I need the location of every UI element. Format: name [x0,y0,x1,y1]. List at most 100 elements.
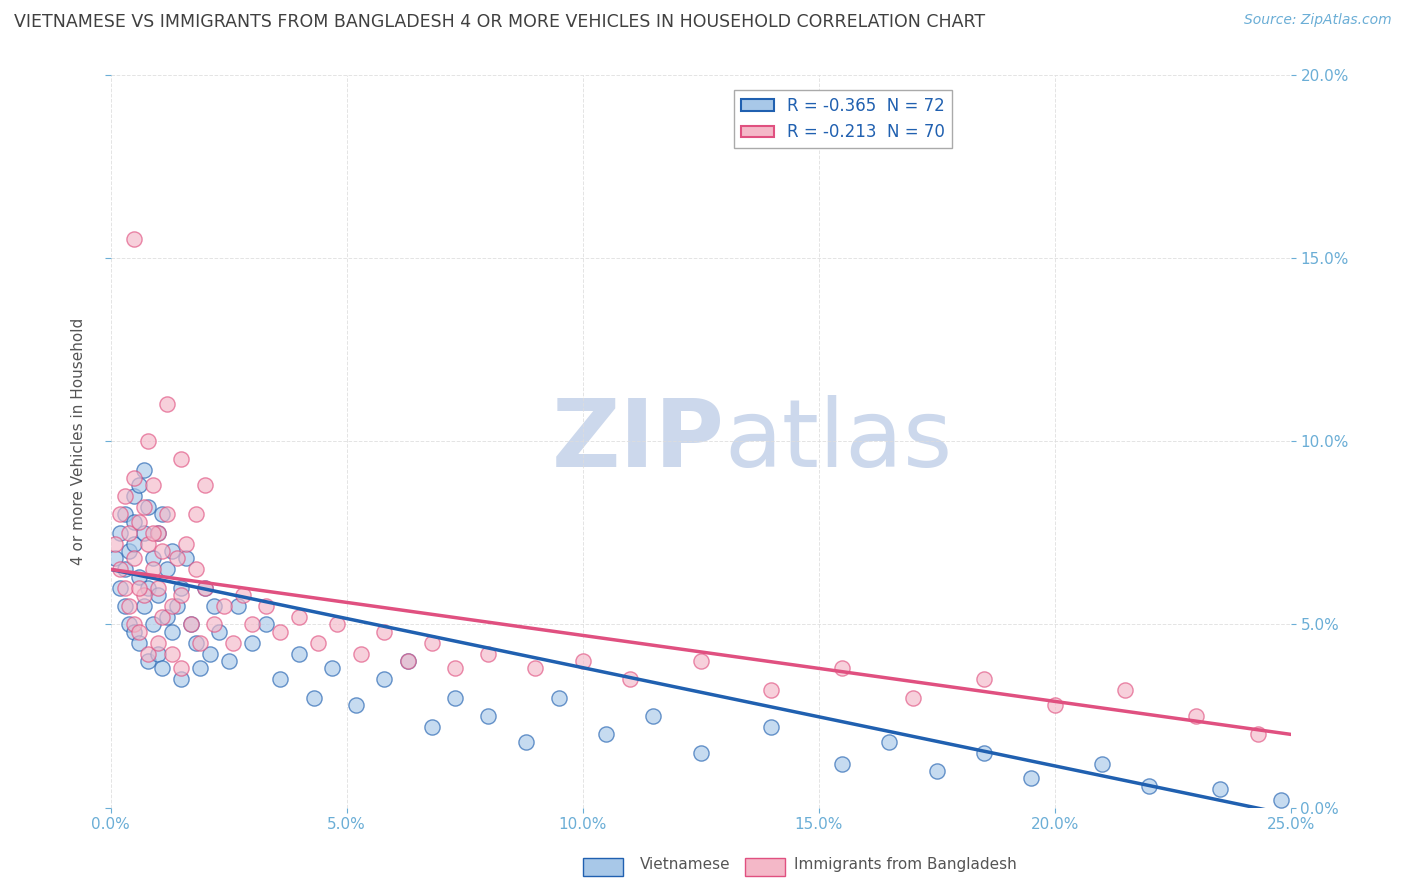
Point [307,636,329,650]
Point [188,661,211,675]
Point [122,624,145,639]
Point [122,617,145,632]
Legend: R = -0.365  N = 72, R = -0.213  N = 70: R = -0.365 N = 72, R = -0.213 N = 70 [734,90,952,148]
Point [1091,756,1114,771]
Point [194,478,217,492]
Point [420,636,443,650]
Point [689,746,711,760]
Point [132,500,155,514]
Point [1247,727,1270,741]
Point [619,673,641,687]
Point [269,673,291,687]
Point [128,581,150,595]
Point [184,508,207,522]
Point [146,588,169,602]
Text: Source: ZipAtlas.com: Source: ZipAtlas.com [1244,13,1392,28]
Point [254,617,277,632]
Point [194,581,217,595]
Point [114,489,136,503]
Point [831,661,853,675]
Point [108,581,131,595]
Point [595,727,617,741]
Point [198,647,221,661]
Point [925,764,948,778]
Point [184,636,207,650]
Point [152,544,174,558]
Point [136,647,159,661]
Point [1137,779,1160,793]
Point [114,562,136,576]
Point [218,654,240,668]
Point [160,624,183,639]
Point [170,581,193,595]
Point [132,599,155,613]
Point [269,624,291,639]
Point [152,610,174,624]
Point [146,525,169,540]
Point [122,551,145,566]
Point [136,581,159,595]
Text: ZIP: ZIP [551,395,724,487]
Point [128,478,150,492]
Point [152,661,174,675]
Point [166,551,188,566]
Point [174,537,197,551]
Point [114,581,136,595]
Point [1043,698,1066,712]
Point [128,570,150,584]
Point [344,698,367,712]
Point [132,588,155,602]
Point [122,537,145,551]
Point [152,508,174,522]
Point [240,636,263,650]
Point [288,610,311,624]
Point [643,709,665,723]
Point [122,515,145,529]
Point [232,588,254,602]
Point [180,617,202,632]
Point [156,562,179,576]
Point [114,508,136,522]
Point [128,515,150,529]
Point [118,525,141,540]
Point [114,599,136,613]
Point [524,661,547,675]
Point [156,397,179,411]
Point [420,720,443,734]
Point [477,647,499,661]
Point [373,624,395,639]
Point [142,525,165,540]
Point [1270,793,1292,807]
Point [222,636,245,650]
Point [170,673,193,687]
Point [104,537,127,551]
Point [901,690,924,705]
Point [477,709,499,723]
Point [160,647,183,661]
Point [146,581,169,595]
Point [326,617,349,632]
Point [128,636,150,650]
Point [831,756,853,771]
Point [373,673,395,687]
Point [184,562,207,576]
Point [166,599,188,613]
Point [444,661,467,675]
Point [973,673,995,687]
Point [156,610,179,624]
Point [160,544,183,558]
Point [444,690,467,705]
Point [396,654,419,668]
Point [288,647,311,661]
Point [118,544,141,558]
Point [1209,782,1232,797]
Point [170,452,193,467]
Point [118,599,141,613]
Text: Immigrants from Bangladesh: Immigrants from Bangladesh [794,857,1017,872]
Point [973,746,995,760]
Point [122,489,145,503]
Point [240,617,263,632]
Point [160,599,183,613]
Point [879,734,901,748]
Point [104,551,127,566]
